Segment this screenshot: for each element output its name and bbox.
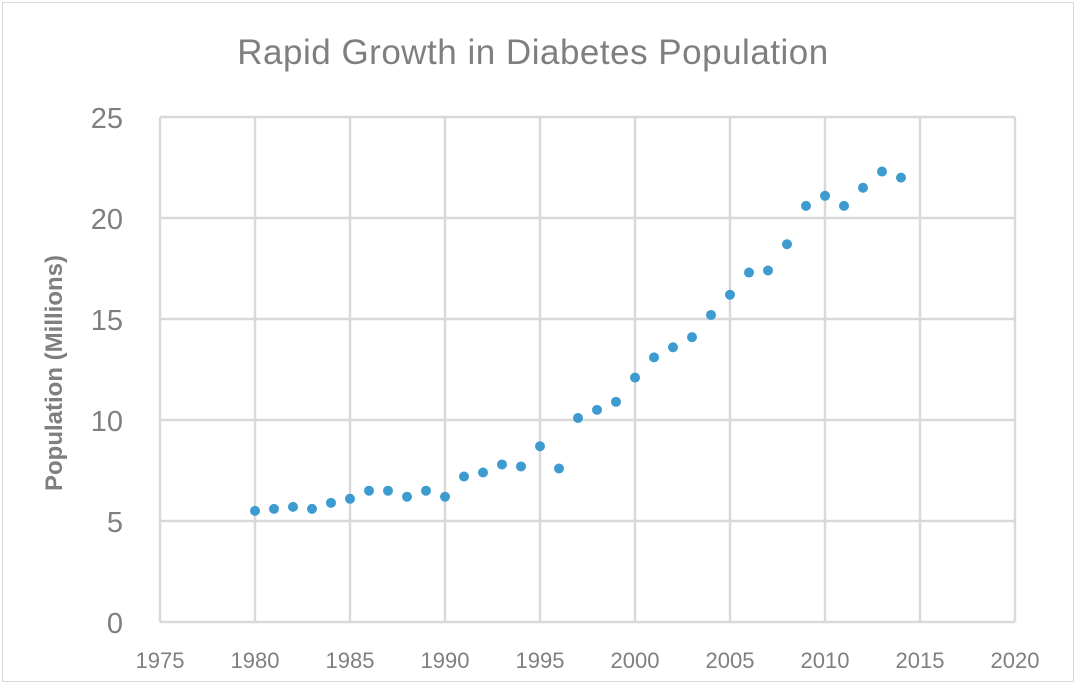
data-point-1999 bbox=[611, 396, 621, 407]
data-point-1982 bbox=[288, 501, 298, 512]
data-point-1983 bbox=[307, 503, 317, 514]
data-point-1980 bbox=[250, 505, 260, 516]
data-point-2008 bbox=[782, 239, 792, 250]
data-point-2014 bbox=[896, 172, 906, 183]
grid-lines bbox=[158, 115, 1017, 624]
data-point-1981 bbox=[269, 503, 279, 514]
data-point-2006 bbox=[744, 267, 754, 278]
chart-title: Rapid Growth in Diabetes Population bbox=[237, 33, 828, 72]
data-point-1990 bbox=[440, 491, 450, 502]
data-point-1985 bbox=[345, 493, 355, 504]
x-tick-label-8: 2015 bbox=[896, 648, 945, 673]
x-tick-label-3: 1990 bbox=[421, 648, 470, 673]
data-point-1984 bbox=[326, 497, 336, 508]
data-point-2009 bbox=[801, 200, 811, 211]
y-tick-label-3: 15 bbox=[91, 305, 123, 337]
y-tick-label-1: 5 bbox=[107, 507, 123, 539]
data-point-1993 bbox=[497, 459, 507, 470]
data-point-2013 bbox=[877, 166, 887, 177]
data-point-2007 bbox=[763, 265, 773, 276]
data-point-2012 bbox=[858, 182, 868, 193]
x-tick-label-4: 1995 bbox=[516, 648, 565, 673]
y-tick-label-5: 25 bbox=[91, 103, 123, 135]
x-tick-label-2: 1985 bbox=[326, 648, 375, 673]
tick-labels: 0 5 10 15 20 25 1975 1980 1985 1990 1995 2000 2005 20… bbox=[91, 103, 1040, 673]
data-point-2010 bbox=[820, 190, 830, 201]
x-tick-label-9: 2020 bbox=[991, 648, 1040, 673]
data-point-1994 bbox=[516, 461, 526, 472]
data-point-1995 bbox=[535, 441, 545, 452]
data-point-1987 bbox=[383, 485, 393, 496]
y-tick-label-0: 0 bbox=[107, 608, 123, 640]
data-point-1989 bbox=[421, 485, 431, 496]
data-point-1997 bbox=[573, 412, 583, 423]
x-tick-label-6: 2005 bbox=[706, 648, 755, 673]
data-point-2003 bbox=[687, 332, 697, 343]
data-point-2000 bbox=[630, 372, 640, 383]
y-tick-label-2: 10 bbox=[91, 406, 123, 438]
data-point-1988 bbox=[402, 491, 412, 502]
x-tick-label-1: 1980 bbox=[231, 648, 280, 673]
data-point-2005 bbox=[725, 289, 735, 300]
data-point-1991 bbox=[459, 471, 469, 482]
data-point-1996 bbox=[554, 463, 564, 474]
data-point-1986 bbox=[364, 485, 374, 496]
data-point-1992 bbox=[478, 467, 488, 478]
x-tick-label-7: 2010 bbox=[801, 648, 850, 673]
x-tick-label-0: 1975 bbox=[136, 648, 185, 673]
data-point-2011 bbox=[839, 200, 849, 211]
data-points bbox=[250, 166, 906, 516]
y-tick-label-4: 20 bbox=[91, 204, 123, 236]
data-point-2002 bbox=[668, 342, 678, 353]
x-tick-label-5: 2000 bbox=[611, 648, 660, 673]
y-axis-label: Population (Millions) bbox=[41, 255, 68, 491]
data-point-2001 bbox=[649, 352, 659, 363]
data-point-1998 bbox=[592, 404, 602, 415]
data-point-2004 bbox=[706, 309, 716, 320]
